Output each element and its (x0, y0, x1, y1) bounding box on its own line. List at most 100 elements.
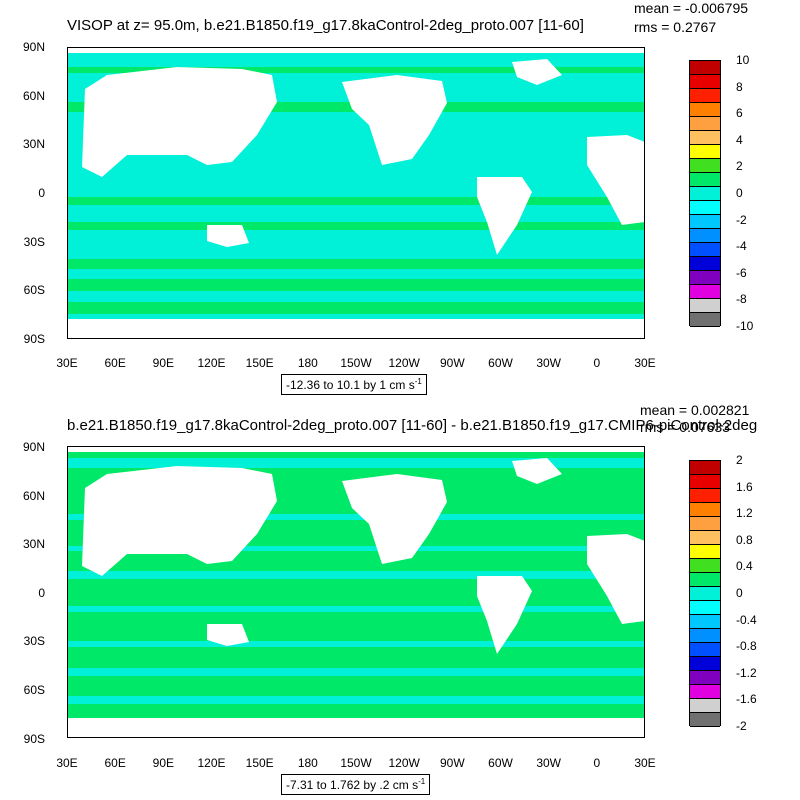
colorbar-swatch (690, 299, 720, 313)
colorbar-swatch (690, 699, 720, 713)
lon-tick: 30E (56, 756, 78, 770)
lon-tick: 90W (439, 356, 465, 370)
lon-tick: 150W (340, 756, 372, 770)
lat-tick: 30N (22, 137, 45, 151)
panel-1-frame (67, 47, 645, 339)
colorbar-swatch (690, 671, 720, 685)
colorbar-label: -6 (736, 265, 747, 280)
lon-tick: 120W (388, 356, 420, 370)
range-text: -7.31 to 1.762 by .2 cm s (286, 778, 419, 792)
colorbar-label: -1.6 (736, 692, 757, 707)
colorbar-swatch (690, 517, 720, 531)
lon-tick: 30W (536, 756, 561, 770)
colorbar-label: 0.4 (736, 559, 753, 574)
colorbar-label: -2 (736, 719, 747, 733)
colorbar-label: 10 (736, 53, 750, 67)
colorbar-label: -1.2 (736, 665, 757, 680)
panel-1-rms: rms = 0.2767 (634, 19, 717, 35)
lat-tick: 30S (23, 634, 45, 648)
panel-2-colorbar (689, 460, 721, 727)
lon-tick: 150W (340, 356, 372, 370)
lat-tick: 60N (22, 89, 45, 103)
colorbar-swatch (690, 531, 720, 545)
colorbar-swatch (690, 173, 720, 187)
colorbar-label: 2 (736, 453, 743, 467)
colorbar-label: -2 (736, 212, 747, 227)
panel-2-mean: mean = 0.002821 (640, 402, 750, 418)
lon-tick: 60E (104, 356, 126, 370)
panel-1-range-box: -12.36 to 10.1 by 1 cm s-1 (281, 374, 427, 395)
colorbar-swatch (690, 89, 720, 103)
range-exponent: -1 (414, 377, 422, 386)
colorbar-label: -4 (736, 239, 747, 254)
colorbar-swatch (690, 489, 720, 503)
colorbar-swatch (690, 117, 720, 131)
colorbar-swatch (690, 615, 720, 629)
lat-tick: 60N (22, 489, 45, 503)
colorbar-label: 4 (736, 132, 743, 147)
colorbar-swatch (690, 215, 720, 229)
colorbar-swatch (690, 713, 720, 727)
colorbar-label: -0.4 (736, 612, 757, 627)
colorbar-swatch (690, 103, 720, 117)
lon-tick: 30E (634, 356, 656, 370)
colorbar-swatch (690, 685, 720, 699)
colorbar-swatch (690, 271, 720, 285)
colorbar-swatch (690, 587, 720, 601)
colorbar-label: 0 (736, 586, 743, 600)
range-exponent: -1 (418, 777, 426, 786)
lat-tick: 0 (38, 186, 45, 200)
panel-1-map (67, 47, 645, 339)
lon-tick: 30E (56, 356, 78, 370)
lon-tick: 60W (488, 756, 513, 770)
panel-1-title: VISOP at z= 95.0m, b.e21.B1850.f19_g17.8… (67, 17, 584, 34)
colorbar-swatch (690, 629, 720, 643)
colorbar-swatch (690, 285, 720, 299)
lon-tick: 90W (439, 756, 465, 770)
colorbar-label: 8 (736, 79, 743, 94)
lon-tick: 0 (593, 756, 601, 770)
lon-tick: 0 (593, 356, 601, 370)
colorbar-label: -8 (736, 292, 747, 307)
colorbar-swatch (690, 545, 720, 559)
colorbar-swatch (690, 601, 720, 615)
colorbar-label: 0 (736, 186, 743, 200)
panel-1-colorbar (689, 60, 721, 327)
colorbar-swatch (690, 159, 720, 173)
colorbar-swatch (690, 559, 720, 573)
lon-tick: 90E (152, 756, 174, 770)
colorbar-swatch (690, 201, 720, 215)
panel-2-frame (67, 446, 645, 738)
colorbar-swatch (690, 61, 720, 75)
land-mask (67, 47, 645, 339)
lat-tick: 0 (38, 586, 45, 600)
colorbar-swatch (690, 257, 720, 271)
colorbar-label: 6 (736, 106, 743, 121)
colorbar-label: 0.8 (736, 532, 753, 547)
lon-tick: 30E (634, 756, 656, 770)
lon-tick: 90E (152, 356, 174, 370)
colorbar-swatch (690, 573, 720, 587)
panel-2-map (67, 446, 645, 738)
colorbar-swatch (690, 187, 720, 201)
lon-tick: 60W (488, 356, 513, 370)
lat-tick: 90N (22, 440, 45, 454)
panel-2-title: b.e21.B1850.f19_g17.8kaControl-2deg_prot… (67, 417, 758, 434)
lat-tick: 60S (23, 283, 45, 297)
lat-tick: 90S (23, 332, 45, 346)
colorbar-swatch (690, 131, 720, 145)
colorbar-swatch (690, 145, 720, 159)
colorbar-swatch (690, 229, 720, 243)
lat-tick: 90N (22, 40, 45, 54)
colorbar-swatch (690, 503, 720, 517)
colorbar-swatch (690, 243, 720, 257)
panel-2-range-box: -7.31 to 1.762 by .2 cm s-1 (281, 774, 431, 795)
colorbar-swatch (690, 313, 720, 327)
lon-tick: 150E (245, 356, 274, 370)
lat-tick: 30S (23, 235, 45, 249)
panel-1-mean: mean = -0.006795 (634, 0, 749, 16)
lon-tick: 180 (297, 756, 318, 770)
lon-tick: 60E (104, 756, 126, 770)
colorbar-swatch (690, 75, 720, 89)
lon-tick: 120E (197, 356, 226, 370)
